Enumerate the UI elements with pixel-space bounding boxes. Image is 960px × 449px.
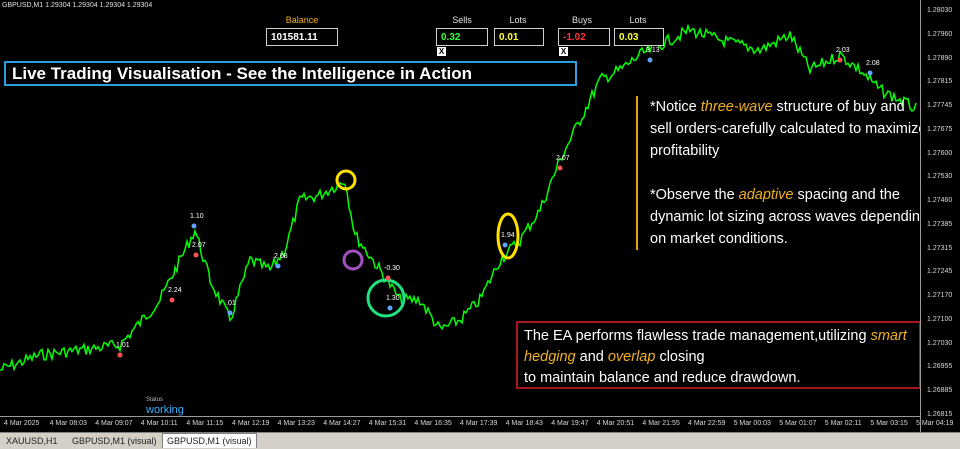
balance-value: 101581.11 [266,28,338,46]
trade-marker [867,70,873,76]
price-tick: 1.27170 [927,292,953,300]
chart-area[interactable]: 1.10 2.07 2.08 2.24 .01 1.01 1.94 -0.30 1.30 2.07… [0,0,928,432]
trade-marker [193,252,199,258]
price-tick: 1.27600 [927,149,953,157]
trade-marker [227,310,233,316]
price-tick: 1.27530 [927,173,953,181]
buys-lots-value: 0.03 [614,28,664,46]
trade-marker [117,352,123,358]
time-axis: 4 Mar 2025 4 Mar 08:03 4 Mar 09:07 4 Mar 10… [0,416,953,433]
price-tick: 1.27675 [927,125,953,133]
time-tick: 4 Mar 19:47 [551,420,589,427]
time-tick: 5 Mar 02:11 [824,420,862,427]
highlight-circle-yellow-2 [496,212,520,260]
trade-label: .01 [226,300,236,307]
notice-three-wave: *Notice three-wave structure of buy and … [650,99,927,159]
trade-label: 2.07 [556,155,570,162]
time-tick: 4 Mar 08:03 [49,420,87,427]
tab-gbpusd-visual-2[interactable]: GBPUSD,M1 (visual) [162,433,257,448]
status-value: working [146,404,184,416]
sells-label: Sells [452,15,472,25]
time-tick: 5 Mar 03:15 [870,420,908,427]
tab-gbpusd-visual-1[interactable]: GBPUSD,M1 (visual) [72,436,157,446]
trade-marker [385,275,391,281]
price-tick: 1.27960 [927,30,953,38]
price-tick: 1.27100 [927,315,953,323]
time-tick: 4 Mar 10:11 [140,420,178,427]
time-tick: 4 Mar 14:27 [323,420,361,427]
close-buys-button[interactable]: X [559,47,568,56]
trade-label: 2.24 [168,287,182,294]
trade-marker [837,57,843,63]
time-tick: 5 Mar 04:19 [916,420,954,427]
symbol-info: GBPUSD,M1 1.29304 1.29304 1.29304 1.2930… [2,2,153,9]
trade-marker [169,297,175,303]
headline-banner: Live Trading Visualisation - See the Int… [4,61,577,86]
trade-label: 2.08 [274,253,288,260]
price-line [0,23,917,372]
time-tick: 5 Mar 00:03 [733,420,771,427]
notice-annotation: *Notice three-wave structure of buy and … [636,96,930,250]
buys-value: -1.02 [558,28,610,46]
price-tick: 1.27815 [927,78,953,86]
time-tick: 4 Mar 18:43 [505,420,543,427]
chart-tabs: XAUUSD,H1 GBPUSD,M1 (visual) GBPUSD,M1 (… [0,432,960,449]
trade-marker [191,223,197,229]
price-tick: 1.27745 [927,102,953,110]
buys-label: Buys [571,15,592,25]
highlight-circle-purple [342,249,364,271]
trade-label: 2.07 [192,242,206,249]
sells-lots-value: 0.01 [494,28,544,46]
trade-label: 2.03 [836,47,850,54]
time-tick: 4 Mar 2025 [4,420,40,427]
buys-lots-label: Lots [629,15,647,25]
time-tick: 4 Mar 21:55 [642,420,680,427]
price-tick: 1.27460 [927,197,953,205]
trade-label: 1.30 [386,295,400,302]
trade-label: 3.13 [646,47,660,54]
price-tick: 1.27385 [927,220,953,228]
time-tick: 4 Mar 11:15 [186,420,224,427]
price-axis: 1.28030 1.27960 1.27890 1.27815 1.27745 1.276… [920,0,960,432]
trade-label: 1.01 [116,342,130,349]
highlight-circle-yellow-1 [335,169,357,191]
trade-label: 2.08 [866,60,880,67]
trade-marker [387,305,393,311]
time-tick: 5 Mar 01:07 [779,420,817,427]
trade-label: -0.30 [384,265,400,272]
ea-description-box: The EA performs flawless trade managemen… [516,321,921,389]
status-label: Status [146,397,164,403]
trade-marker [647,57,653,63]
trade-label: 1.10 [190,213,204,220]
price-tick: 1.26815 [927,411,953,418]
sells-lots-label: Lots [509,15,527,25]
time-tick: 4 Mar 15:31 [368,420,407,427]
time-tick: 4 Mar 22:59 [688,420,726,427]
price-tick: 1.27030 [927,339,953,347]
trade-marker [502,242,508,248]
trade-marker [557,165,563,171]
trade-marker [275,263,281,269]
price-tick: 1.26885 [927,387,953,395]
highlight-circle-green [366,278,406,318]
time-tick: 4 Mar 12:19 [232,420,270,427]
tab-xauusd[interactable]: XAUUSD,H1 [6,436,58,446]
price-chart: 1.10 2.07 2.08 2.24 .01 1.01 1.94 -0.30 1.30 2.07… [0,23,917,372]
balance-label: Balance [285,15,319,25]
price-tick: 1.28030 [927,7,953,14]
price-tick: 1.27315 [927,244,953,252]
time-tick: 4 Mar 16:35 [414,420,452,427]
time-tick: 4 Mar 17:39 [460,420,498,427]
time-tick: 4 Mar 13:23 [277,420,315,427]
price-tick: 1.26955 [927,363,953,371]
sells-value: 0.32 [436,28,488,46]
price-tick: 1.27245 [927,268,953,276]
trade-label: 1.94 [501,232,515,239]
notice-adaptive: *Observe the adaptive spacing and the dy… [650,187,929,247]
price-tick: 1.27890 [927,54,953,62]
time-tick: 4 Mar 20:51 [596,420,635,427]
time-tick: 4 Mar 09:07 [95,420,133,427]
close-sells-button[interactable]: X [437,47,446,56]
